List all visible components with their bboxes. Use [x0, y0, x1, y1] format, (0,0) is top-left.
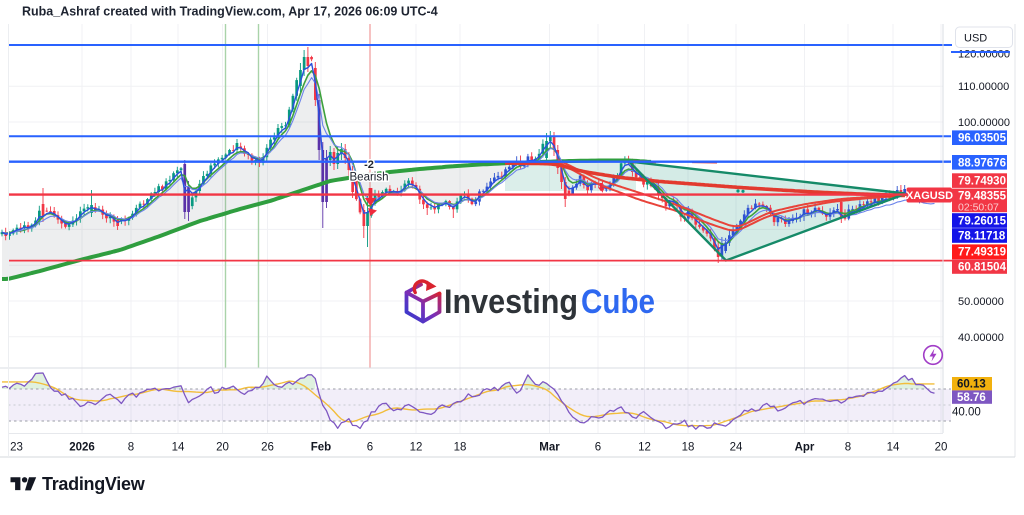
- svg-text:Bearish: Bearish: [350, 172, 389, 184]
- svg-text:96.03505: 96.03505: [958, 133, 1007, 145]
- svg-text:78.11718: 78.11718: [958, 231, 1006, 243]
- svg-text:Cube: Cube: [581, 283, 655, 321]
- svg-text:60.13: 60.13: [957, 379, 986, 391]
- svg-text:50.00000: 50.00000: [958, 296, 1004, 308]
- svg-text:60.81504: 60.81504: [958, 262, 1007, 274]
- svg-text:USD: USD: [964, 33, 987, 45]
- svg-text:Apr: Apr: [795, 442, 815, 454]
- svg-text:40.00: 40.00: [952, 407, 981, 419]
- svg-text:20: 20: [935, 442, 948, 454]
- svg-text:79.26015: 79.26015: [958, 216, 1007, 228]
- svg-text:14: 14: [172, 442, 185, 454]
- svg-text:110.00000: 110.00000: [958, 81, 1009, 93]
- svg-text:100.00000: 100.00000: [958, 117, 1010, 129]
- svg-text:23: 23: [10, 442, 23, 454]
- svg-text:2026: 2026: [69, 442, 95, 454]
- svg-text:Ruba_Ashraf created with Tradi: Ruba_Ashraf created with TradingView.com…: [22, 5, 438, 19]
- svg-text:8: 8: [845, 442, 851, 454]
- svg-text:24: 24: [730, 442, 743, 454]
- svg-text:8: 8: [128, 442, 134, 454]
- svg-text:26: 26: [261, 442, 274, 454]
- svg-text:120.00000: 120.00000: [958, 49, 1010, 61]
- svg-text:20: 20: [216, 442, 229, 454]
- svg-text:6: 6: [367, 442, 373, 454]
- svg-text:18: 18: [454, 442, 467, 454]
- svg-text:77.49319: 77.49319: [958, 247, 1006, 259]
- svg-text:02:50:07: 02:50:07: [958, 201, 999, 213]
- svg-text:40.00000: 40.00000: [958, 332, 1004, 344]
- svg-text:Investing: Investing: [444, 283, 578, 321]
- svg-text:6: 6: [595, 442, 601, 454]
- svg-text:14: 14: [887, 442, 900, 454]
- svg-text:18: 18: [682, 442, 695, 454]
- svg-text:TradingView: TradingView: [42, 474, 146, 494]
- svg-text:12: 12: [410, 442, 423, 454]
- svg-text:12: 12: [638, 442, 651, 454]
- svg-text:58.76: 58.76: [957, 392, 986, 404]
- svg-text:Feb: Feb: [311, 442, 331, 454]
- svg-text:88.97676: 88.97676: [958, 157, 1006, 169]
- svg-text:XAGUSD: XAGUSD: [906, 190, 953, 202]
- svg-text:Mar: Mar: [539, 442, 560, 454]
- svg-text:79.74930: 79.74930: [958, 176, 1006, 188]
- svg-text:-2: -2: [364, 159, 374, 171]
